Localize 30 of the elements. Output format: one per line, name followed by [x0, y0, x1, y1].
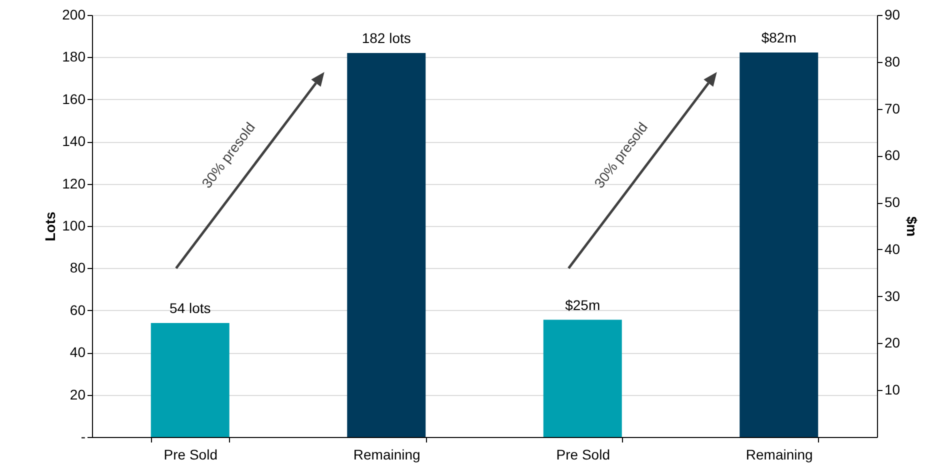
y-tick-label: 80 — [70, 260, 86, 276]
y2-tick-label: 60 — [884, 147, 900, 164]
data-label: 54 lots — [170, 300, 211, 316]
x-tick-label: Pre Sold — [164, 446, 218, 462]
y-tick-label: 140 — [62, 133, 86, 150]
x-tick-label: Remaining — [353, 446, 420, 462]
y-tick-label: 120 — [62, 175, 86, 192]
data-label: 182 lots — [362, 30, 411, 46]
y-tick-label: - — [80, 428, 86, 444]
y-tick-label: 40 — [70, 344, 86, 360]
y-tick-label: 100 — [62, 218, 86, 234]
y2-tick-label: 80 — [884, 53, 900, 70]
y2-axis-title: $m — [904, 216, 920, 237]
y2-tick-label: 40 — [884, 240, 900, 257]
y2-tick-label: 10 — [884, 382, 900, 398]
y2-tick-label: 70 — [884, 100, 900, 116]
y2-tick-label: 20 — [884, 334, 900, 351]
y-tick-label: 20 — [70, 386, 86, 402]
data-label: $82m — [761, 30, 796, 46]
y2-tick-label: 50 — [884, 194, 900, 210]
y-tick-label: 180 — [62, 48, 86, 65]
y-axis-title: Lots — [42, 212, 58, 242]
y2-tick-label: 90 — [884, 6, 900, 22]
y-tick-label: 160 — [62, 90, 86, 107]
y-tick-label: 60 — [70, 302, 86, 318]
y2-tick-label: 30 — [884, 288, 900, 304]
data-label: $25m — [565, 296, 600, 313]
x-tick-label: Remaining — [746, 446, 813, 462]
x-tick-label: Pre Sold — [556, 446, 610, 462]
y-tick-label: 200 — [62, 6, 86, 22]
